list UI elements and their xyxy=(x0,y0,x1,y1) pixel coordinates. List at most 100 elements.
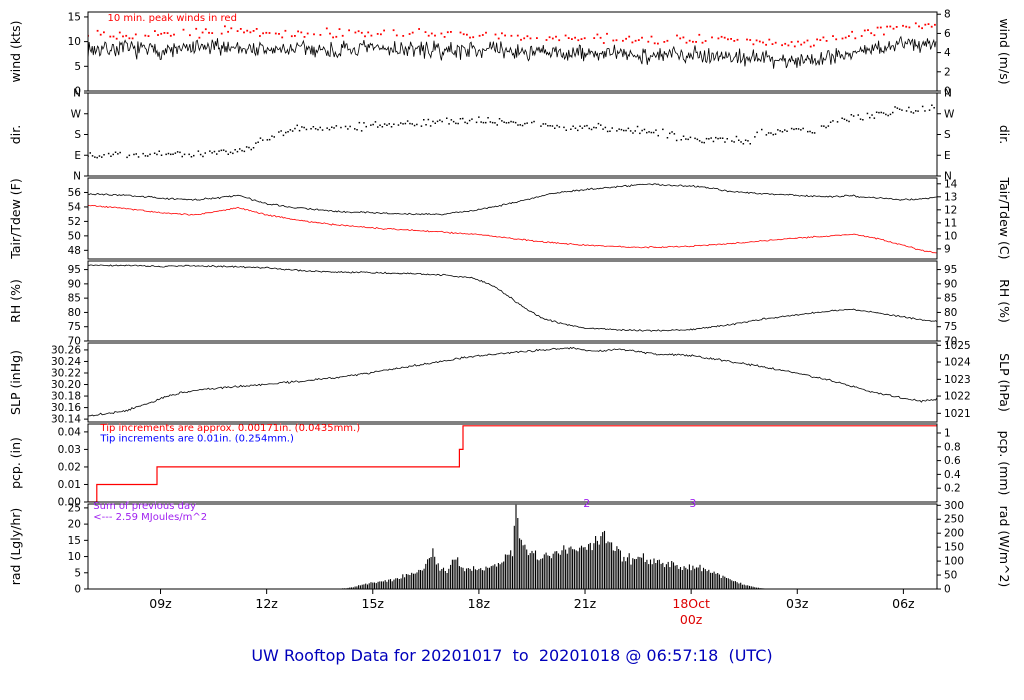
tick-label: S xyxy=(944,129,951,141)
tick-label: 0.03 xyxy=(58,444,81,456)
tick-label: 80 xyxy=(68,307,81,319)
annotation: 2 xyxy=(583,497,590,510)
rad-right-axis: 0 50 100 150 200 250 300 xyxy=(937,500,964,596)
temp-right-axis-title: Tair/Tdew (C) xyxy=(997,177,1012,260)
slp-right-axis-title: SLP (hPa) xyxy=(997,353,1012,412)
pcp-left-axis: 0.00 0.01 0.02 0.03 0.04 xyxy=(58,426,88,509)
tick-label: 30.22 xyxy=(51,367,81,379)
rad-left-axis-title: rad (Lgly/hr) xyxy=(8,508,23,586)
x-tick-label: 06z xyxy=(892,596,915,611)
slp-right-axis: 1021 1022 1023 1024 1025 xyxy=(937,340,971,420)
x-tick-label: 21z xyxy=(574,596,597,611)
pcp-left-axis-title: pcp. (in) xyxy=(8,437,23,489)
tick-label: 0.4 xyxy=(944,469,961,481)
tick-label: N xyxy=(73,171,81,183)
wind-left-axis: 0 5 10 15 xyxy=(68,11,88,98)
dir-left-axis-title: dir. xyxy=(8,125,23,144)
series-dew-point xyxy=(88,204,937,254)
tick-label: 50 xyxy=(944,570,957,582)
tick-label: 30.16 xyxy=(51,402,81,414)
tick-label: 56 xyxy=(68,187,82,199)
tick-label: 85 xyxy=(68,293,81,305)
tick-label: 85 xyxy=(944,293,957,305)
tick-label: 8 xyxy=(944,9,951,21)
tick-label: 5 xyxy=(74,61,81,73)
rad-left-axis: 0 5 10 15 20 25 xyxy=(68,502,88,596)
tick-label: 10 xyxy=(68,36,81,48)
tick-label: 15 xyxy=(68,535,81,547)
temp-left-axis: 48 50 52 54 56 xyxy=(68,187,88,257)
tick-label: 150 xyxy=(944,542,964,554)
tick-label: 0.6 xyxy=(944,455,961,467)
tick-label: 0.8 xyxy=(944,441,961,453)
tick-label: 250 xyxy=(944,514,964,526)
tick-label: N xyxy=(944,171,952,183)
annotation: <--- 2.59 MJoules/m^2 xyxy=(93,512,207,523)
tick-label: 0 xyxy=(944,584,951,596)
tick-label: E xyxy=(944,150,951,162)
series-peak-wind xyxy=(88,22,936,48)
annotation: Tip increments are 0.01in. (0.254mm.) xyxy=(99,434,294,445)
tick-label: 75 xyxy=(944,321,957,333)
tick-label: E xyxy=(74,150,81,162)
tick-label: 1 xyxy=(944,427,951,439)
x-tick-label: 18Oct xyxy=(672,596,710,611)
annotation: Sum of previous day xyxy=(93,501,196,512)
series-wind-direction xyxy=(88,104,935,159)
tick-label: 0 xyxy=(74,86,81,98)
tick-label: 75 xyxy=(68,321,81,333)
x-tick-label: 15z xyxy=(362,596,385,611)
series-air-temperature xyxy=(88,183,937,216)
dir-plot-area xyxy=(88,104,935,159)
tick-label: 0 xyxy=(944,86,951,98)
tick-label: 15 xyxy=(68,11,81,23)
tick-label: 0.00 xyxy=(58,497,81,509)
rh-plot-area xyxy=(88,264,937,332)
tick-label: 200 xyxy=(944,528,964,540)
tick-label: 12 xyxy=(944,204,957,216)
tick-label: 95 xyxy=(68,264,81,276)
tick-label: W xyxy=(944,108,955,120)
series-wind-speed xyxy=(88,35,937,69)
x-tick-label: 12z xyxy=(255,596,278,611)
tick-label: 1024 xyxy=(944,357,971,369)
tick-label: 70 xyxy=(944,336,957,348)
tick-label: 10 xyxy=(68,551,81,563)
series-relative-humidity xyxy=(88,264,937,332)
tick-label: W xyxy=(71,108,82,120)
tick-label: 9 xyxy=(944,243,951,255)
rh-left-axis: 70 75 80 85 90 95 xyxy=(68,264,88,348)
tick-label: 13 xyxy=(944,191,957,203)
tick-label: 48 xyxy=(68,245,81,257)
wind-right-axis-title: wind (m/s) xyxy=(997,18,1012,84)
tick-label: 2 xyxy=(944,66,951,78)
tick-label: 4 xyxy=(944,47,951,59)
tick-label: 30.26 xyxy=(51,344,81,356)
x-tick-label: 18z xyxy=(468,596,491,611)
tick-label: 50 xyxy=(68,230,81,242)
tick-label: 70 xyxy=(68,336,81,348)
tick-label: 30.14 xyxy=(51,414,81,426)
wind-plot-area xyxy=(88,22,937,69)
tick-label: 300 xyxy=(944,500,964,512)
rad-plot-area xyxy=(342,504,765,589)
slp-left-axis-title: SLP (inHg) xyxy=(8,350,23,415)
slp-plot-area xyxy=(88,346,937,417)
series-solar-radiation xyxy=(342,504,765,589)
rh-right-axis: 70 75 80 85 90 95 xyxy=(937,264,957,348)
x-tick-label: 09z xyxy=(149,596,172,611)
tick-label: 14 xyxy=(944,178,958,190)
tick-label: N xyxy=(944,88,952,100)
tick-label: 54 xyxy=(68,201,82,213)
tick-label: 0.04 xyxy=(58,426,82,438)
tick-label: 20 xyxy=(68,519,81,531)
tick-label: 0.01 xyxy=(58,479,81,491)
